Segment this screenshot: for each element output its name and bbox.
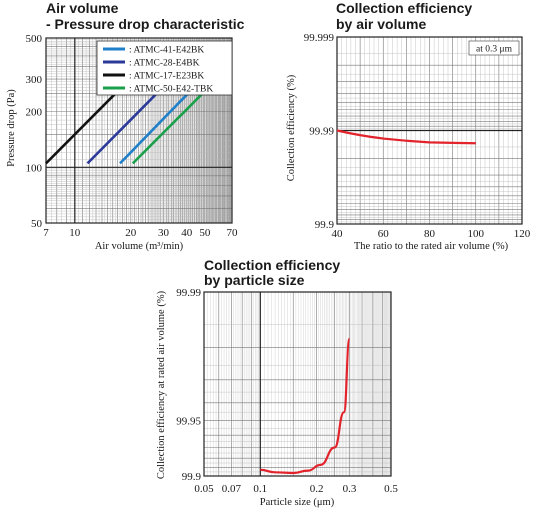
chart1-legend-label: : ATMC-28-E4BK [129,59,200,69]
chart1-x-tick-label: 30 [158,227,170,239]
chart1-y-tick-label: 50 [31,218,43,230]
chart3-x-tick-label: 0.2 [310,483,324,495]
chart1-subtitle: - Pressure drop characteristic [46,16,245,32]
chart1-x-axis-label: Air volume (m³/min) [95,241,184,252]
chart1-y-tick-label: 200 [26,107,43,119]
chart2-x-tick-label: 120 [514,228,531,240]
chart1-y-tick-label: 300 [26,74,43,86]
chart1-x-tick-label: 40 [181,227,193,239]
chart3-x-ticks: 0.05 0.07 0.1 0.2 0.3 0.5 [194,483,398,495]
chart1-y-ticks: 50 100 200 300 500 [26,33,43,230]
chart3-y-tick-label: 99.9 [182,471,202,483]
chart3-y-tick-label: 99.99 [176,287,201,299]
chart2-series [336,129,476,145]
chart2-x-ticks: 40 60 80 100 120 [332,228,531,240]
chart2-y-tick-label: 99.999 [304,32,335,44]
chart2-y-tick-label: 99.99 [309,126,334,138]
chart3-series [260,337,351,475]
chart2-y-tick-label: 99.9 [315,219,335,231]
chart1-legend-label: : ATMC-41-E42BK [129,46,204,56]
chart1-x-ticks: 7 10 20 30 40 50 70 [43,227,238,239]
chart1-legend: : ATMC-41-E42BK : ATMC-28-E4BK : ATMC-17-E… [96,40,233,96]
chart3-title: Collection efficiency [204,257,340,273]
chart2-subtitle: by air volume [336,16,426,32]
chart1-x-tick-label: 20 [125,227,137,239]
chart3-x-axis-label: Particle size (μm) [260,497,335,508]
chart2-x-tick-label: 100 [468,228,485,240]
chart3-grid [203,291,392,477]
chart3-subtitle: by particle size [204,272,305,288]
chart2-y-axis-label: Collection efficiency (%) [286,74,297,181]
chart-efficiency-particle-size: Collection efficiency by particle size 0… [156,257,398,508]
chart1-y-axis-label: Pressure drop (Pa) [6,89,17,167]
chart-efficiency-air-volume: Collection efficiency by air volume 40 60… [286,0,531,252]
chart1-y-tick-label: 100 [26,162,43,174]
chart3-plot-bg [204,292,391,476]
chart3-x-tick-label: 0.07 [222,483,242,495]
chart1-y-tick-label: 500 [26,33,43,45]
chart3-y-tick-label: 99.95 [176,416,201,428]
chart2-annotation-box [468,40,520,56]
chart3-x-tick-label: 0.3 [343,483,357,495]
chart3-x-tick-label: 0.1 [253,483,267,495]
chart2-x-tick-label: 60 [378,228,390,240]
chart1-series-line [119,92,189,165]
chart1-x-tick-label: 10 [69,227,81,239]
chart1-title: Air volume [46,0,119,16]
chart3-plot-frame [203,291,392,477]
chart2-title: Collection efficiency [336,0,472,16]
chart-pressure-drop: Air volume - Pressure drop characteristi… [6,0,245,252]
chart3-series-line [260,337,351,475]
chart1-series [45,92,204,165]
chart2-x-tick-label: 80 [424,228,436,240]
chart2-series-line [336,129,476,145]
chart1-series-line [45,92,117,165]
chart2-annotation: at 0.3 μm [468,40,520,56]
chart1-x-tick-label: 7 [43,227,49,239]
chart1-plot-frame [45,37,233,224]
chart2-y-ticks: 99.9 99.99 99.999 [304,32,335,231]
chart2-grid [336,36,523,225]
chart2-x-tick-label: 40 [332,228,344,240]
chart1-series-line [131,92,204,165]
chart1-x-tick-label: 70 [227,227,239,239]
chart3-x-tick-label: 0.05 [194,483,214,495]
chart3-y-axis-label: Collection efficiency at rated air volum… [156,290,167,479]
chart2-x-axis-label: The ratio to the rated air volume (%) [354,241,509,252]
chart3-y-ticks: 99.9 99.95 99.99 [176,287,201,483]
chart1-x-tick-label: 50 [199,227,211,239]
chart1-legend-label: : ATMC-17-E23BK [129,72,204,82]
chart2-annotation-text: at 0.3 μm [476,45,513,55]
chart3-x-tick-label: 0.5 [384,483,398,495]
chart1-legend-label: : ATMC-50-E42-TBK [129,85,213,95]
chart1-series-line [86,92,158,165]
